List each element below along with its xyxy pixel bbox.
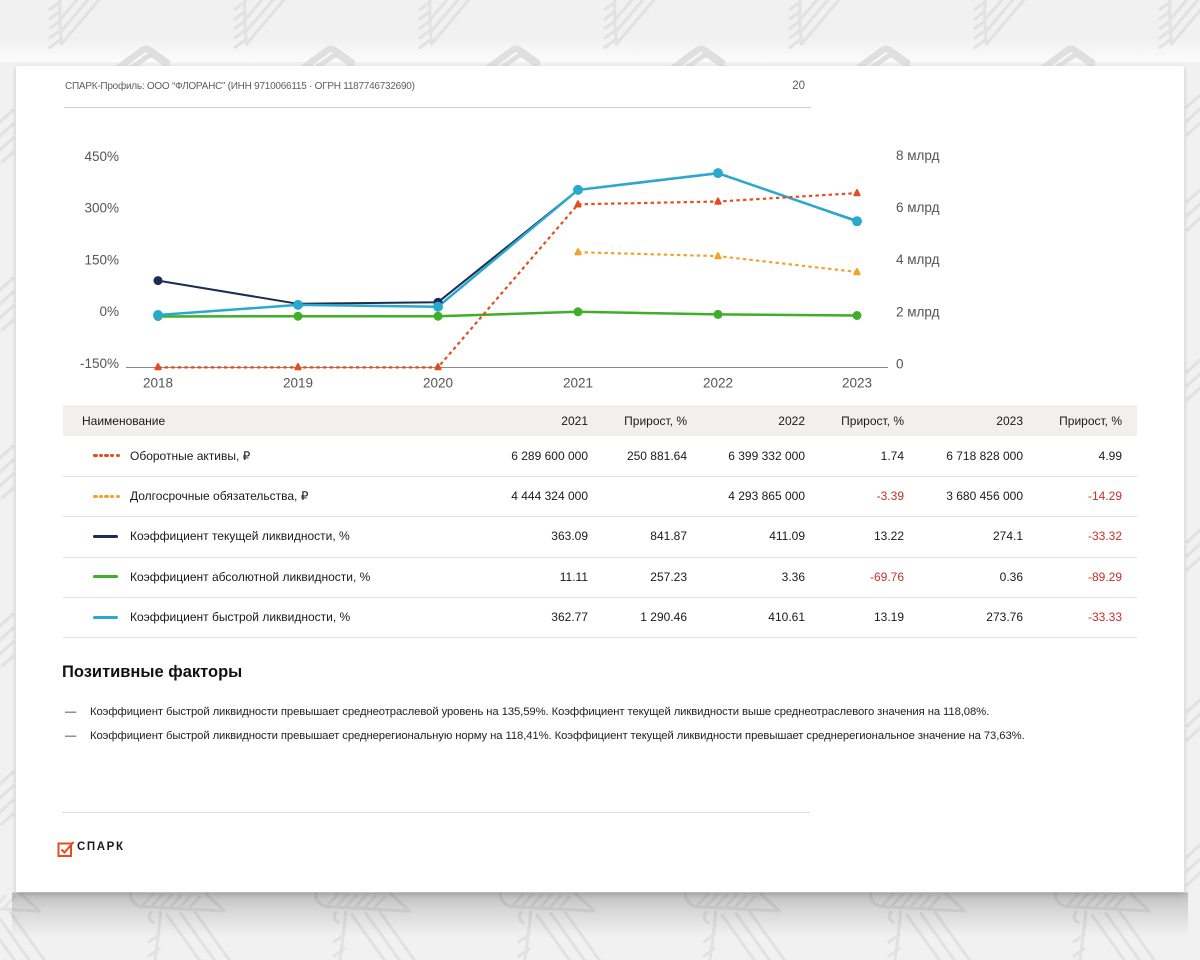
svg-text:8 млрд: 8 млрд — [896, 148, 940, 163]
svg-text:2018: 2018 — [143, 376, 173, 391]
svg-text:300%: 300% — [84, 201, 119, 216]
svg-text:6 млрд: 6 млрд — [896, 200, 940, 215]
svg-text:2020: 2020 — [423, 376, 453, 391]
svg-text:0: 0 — [896, 357, 904, 372]
svg-text:2022: 2022 — [703, 376, 733, 391]
svg-text:2023: 2023 — [842, 376, 872, 391]
svg-text:-150%: -150% — [80, 356, 119, 371]
svg-text:0%: 0% — [99, 304, 119, 319]
svg-text:2021: 2021 — [563, 376, 593, 391]
svg-text:150%: 150% — [84, 252, 119, 267]
svg-text:4 млрд: 4 млрд — [896, 252, 940, 267]
svg-text:2 млрд: 2 млрд — [896, 305, 940, 320]
svg-text:450%: 450% — [84, 149, 119, 164]
svg-text:2019: 2019 — [283, 376, 313, 391]
